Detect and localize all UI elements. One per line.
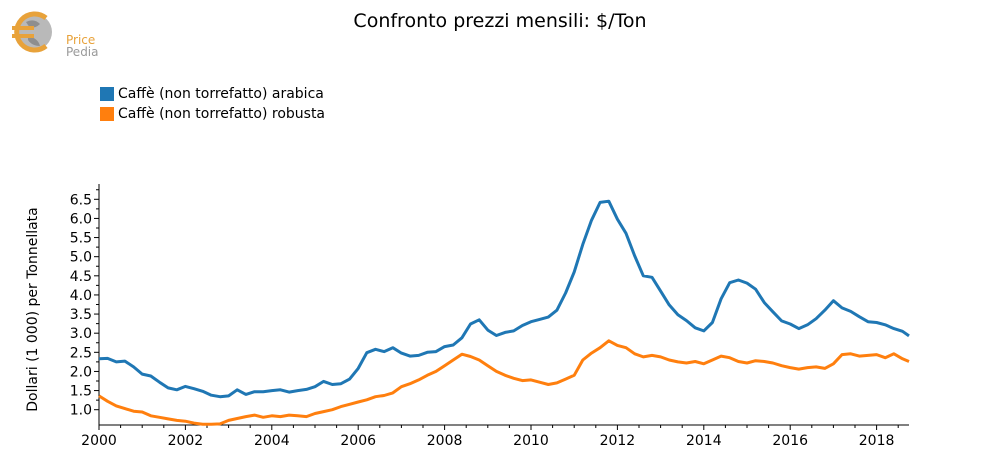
euro-globe-icon [12,11,52,53]
x-tick-label: 2000 [81,433,117,449]
legend: Caffè (non torrefatto) arabica Caffè (no… [100,84,325,124]
legend-item-arabica[interactable]: Caffè (non torrefatto) arabica [100,84,325,104]
x-tick-label: 2014 [686,433,722,449]
y-tick-label: 1.0 [70,403,92,419]
legend-swatch-robusta [100,107,114,121]
y-axis-label: Dollari (1 000) per Tonnellata [25,207,41,411]
x-tick-label: 2016 [772,433,808,449]
x-tick-label: 2002 [168,433,204,449]
y-tick-label: 6.5 [70,192,92,208]
x-tick-label: 2010 [513,433,549,449]
legend-label-arabica: Caffè (non torrefatto) arabica [118,86,324,102]
x-tick-label: 2008 [427,433,463,449]
y-tick-label: 2.0 [70,364,92,380]
y-tick-label: 1.5 [70,384,92,400]
y-tick-label: 3.0 [70,326,92,342]
y-tick-label: 5.5 [70,231,92,247]
legend-item-robusta[interactable]: Caffè (non torrefatto) robusta [100,104,325,124]
y-tick-label: 4.5 [70,269,92,285]
x-tick-label: 2012 [600,433,636,449]
axes: 2000 2002 2004 2006 2008 2010 2012 2014 2016 2018… [70,184,909,449]
logo-text-pedia: Pedia [66,45,99,59]
series-lines [98,199,910,426]
legend-swatch-arabica [100,87,114,101]
x-tick-label: 2004 [254,433,290,449]
y-tick-label: 3.5 [70,307,92,323]
series-line-robusta [98,339,910,426]
y-tick-label: 4.0 [70,288,92,304]
y-tick-label: 5.0 [70,250,92,266]
chart-title: Confronto prezzi mensili: $/Ton [353,10,647,32]
y-tick-label: 6.0 [70,211,92,227]
legend-label-robusta: Caffè (non torrefatto) robusta [118,106,326,122]
pricepedia-logo[interactable]: Price Pedia [8,8,118,58]
x-tick-label: 2018 [859,433,895,449]
series-line-arabica [98,199,910,399]
x-tick-label: 2006 [340,433,376,449]
logo-text-price: Price [66,33,96,47]
y-tick-label: 2.5 [70,345,92,361]
